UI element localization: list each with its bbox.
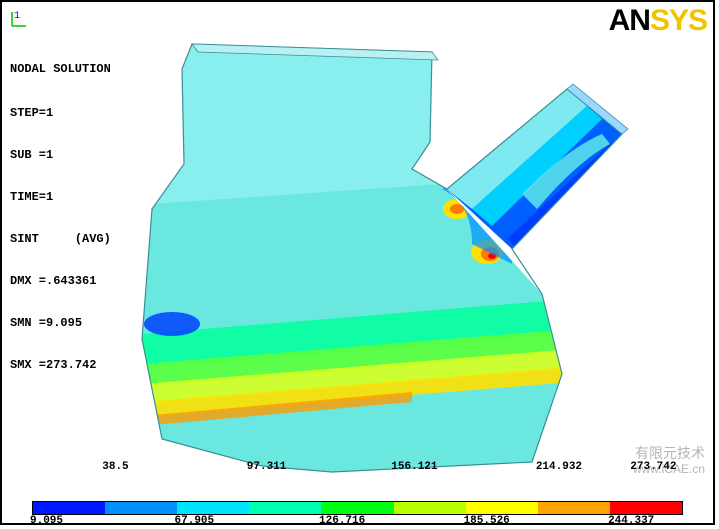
legend-tick: 185.526 <box>464 515 510 527</box>
meta-smn: SMN =9.095 <box>10 316 111 330</box>
logo-part2: SYS <box>650 4 707 37</box>
legend-swatch <box>610 502 682 514</box>
meta-smx: SMX =273.742 <box>10 358 111 372</box>
contour-legend: 38.5 97.311 156.121 214.932 273.742 9.09… <box>32 487 683 517</box>
legend-tick: 38.5 <box>102 461 128 473</box>
coord-triad-icon: 1 <box>8 8 30 30</box>
legend-swatch <box>249 502 321 514</box>
legend-colorbar <box>32 501 683 515</box>
legend-tick: 156.121 <box>391 461 437 473</box>
meta-time: TIME=1 <box>10 190 111 204</box>
solution-meta: NODAL SOLUTION STEP=1 SUB =1 TIME=1 SINT… <box>10 34 111 400</box>
ansys-logo: ANSYS <box>609 4 707 38</box>
legend-swatch <box>177 502 249 514</box>
legend-swatch <box>33 502 105 514</box>
meta-sub: SUB =1 <box>10 148 111 162</box>
logo-part1: AN <box>609 4 650 37</box>
legend-labels-bottom: 9.095 67.905 126.716 185.526 244.337 <box>32 515 683 529</box>
legend-swatch <box>466 502 538 514</box>
legend-swatch <box>321 502 393 514</box>
legend-tick: 273.742 <box>630 461 676 473</box>
meta-title: NODAL SOLUTION <box>10 62 111 76</box>
legend-swatch <box>394 502 466 514</box>
legend-tick: 67.905 <box>175 515 215 527</box>
legend-tick: 126.716 <box>319 515 365 527</box>
legend-tick: 214.932 <box>536 461 582 473</box>
legend-tick: 244.337 <box>608 515 654 527</box>
contour-plot <box>112 34 672 474</box>
legend-swatch <box>538 502 610 514</box>
legend-tick: 9.095 <box>30 515 63 527</box>
meta-qty: SINT (AVG) <box>10 232 111 246</box>
result-window: 1 ANSYS NODAL SOLUTION STEP=1 SUB =1 TIM… <box>0 0 715 525</box>
legend-labels-top: 38.5 97.311 156.121 214.932 273.742 <box>32 487 683 501</box>
meta-step: STEP=1 <box>10 106 111 120</box>
watermark-line1: 有限元技术 <box>633 445 705 461</box>
svg-text:1: 1 <box>14 11 20 22</box>
meta-dmx: DMX =.643361 <box>10 274 111 288</box>
legend-swatch <box>105 502 177 514</box>
legend-tick: 97.311 <box>247 461 287 473</box>
